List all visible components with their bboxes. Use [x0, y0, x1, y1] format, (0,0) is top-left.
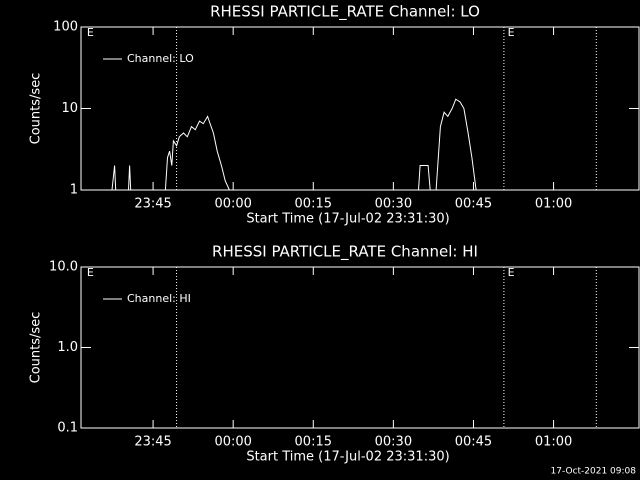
event-label: E [87, 266, 94, 279]
x-tick-label: 01:00 [535, 435, 572, 450]
y-axis-title: Counts/sec [29, 312, 44, 384]
x-tick-label: 00:30 [375, 435, 412, 450]
x-tick-label: 00:45 [455, 197, 492, 212]
chart-title: RHESSI PARTICLE_RATE Channel: HI [212, 243, 478, 262]
x-tick-label: 00:00 [214, 197, 251, 212]
x-tick-label: 23:45 [134, 197, 171, 212]
y-tick-label: 0.1 [57, 421, 78, 436]
y-tick-label: 1.0 [57, 340, 78, 355]
x-tick-label: 23:45 [134, 435, 171, 450]
event-label: E [508, 26, 515, 39]
legend-label: Channel: HI [127, 292, 191, 305]
data-line [111, 98, 477, 191]
chart-title: RHESSI PARTICLE_RATE Channel: LO [210, 3, 480, 22]
x-tick-label: 01:00 [535, 197, 572, 212]
x-axis-title: Start Time (17-Jul-02 23:31:30) [246, 450, 449, 465]
event-label: E [508, 266, 515, 279]
x-tick-label: 00:15 [295, 197, 332, 212]
y-tick-label: 10 [61, 101, 78, 116]
timestamp: 17-Oct-2021 09:08 [551, 467, 637, 477]
y-tick-label: 10.0 [49, 260, 78, 275]
x-tick-label: 00:15 [295, 435, 332, 450]
y-tick-label: 1 [70, 183, 78, 198]
event-label: E [87, 26, 94, 39]
legend-label: Channel: LO [127, 52, 194, 65]
y-axis-title: Counts/sec [29, 73, 44, 145]
x-tick-label: 00:00 [214, 435, 251, 450]
y-tick-label: 100 [53, 20, 78, 35]
x-tick-label: 00:45 [455, 435, 492, 450]
x-tick-label: 00:30 [375, 197, 412, 212]
x-axis-title: Start Time (17-Jul-02 23:31:30) [246, 212, 449, 227]
